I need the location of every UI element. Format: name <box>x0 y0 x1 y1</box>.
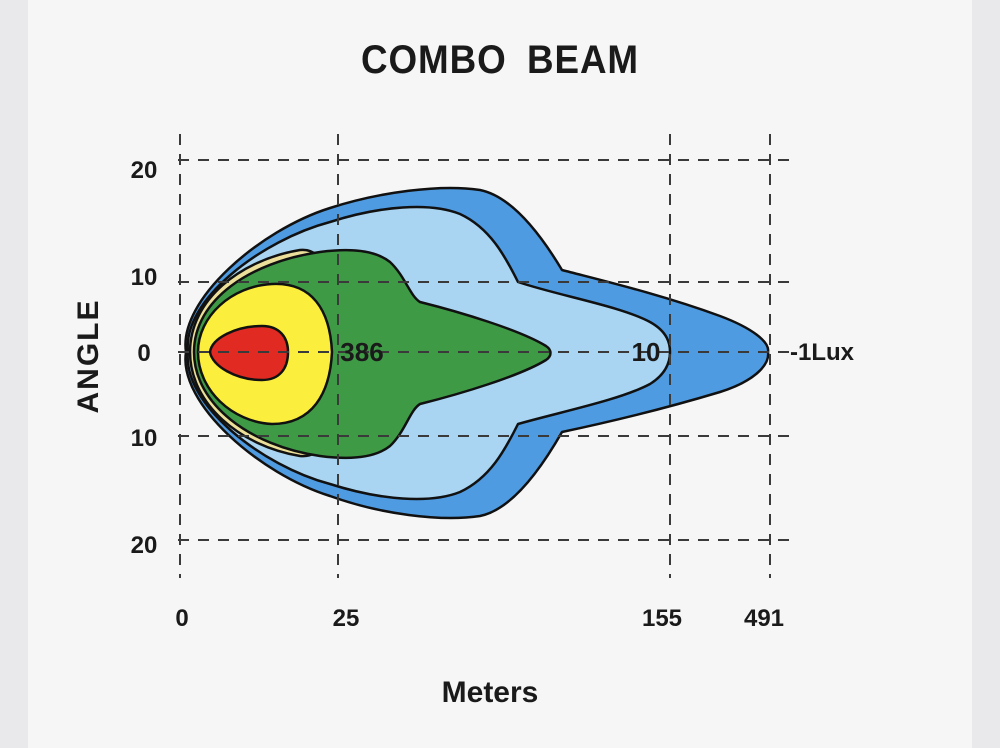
y-tick-0: 0 <box>137 340 150 367</box>
y-tick-20-bottom: 20 <box>131 532 158 559</box>
y-tick-10-bottom: 10 <box>131 425 158 452</box>
x-axis-label: Meters <box>442 676 539 709</box>
contour-label-1lux-text: 1Lux <box>798 339 855 366</box>
contour-label-10: 10 <box>632 337 661 367</box>
contour-label-386: 386 <box>340 337 383 367</box>
y-tick-10-top: 10 <box>131 264 158 291</box>
chart-title: COMBO BEAM <box>360 38 640 82</box>
y-axis-label: ANGLE <box>72 299 105 414</box>
y-tick-20-top: 20 <box>131 157 158 184</box>
contour-label-1lux: -1Lux <box>790 339 855 366</box>
x-tick-25: 25 <box>333 605 360 632</box>
x-tick-491: 491 <box>744 605 784 632</box>
grid <box>178 134 792 578</box>
x-tick-155: 155 <box>642 605 682 632</box>
x-tick-0: 0 <box>175 605 188 632</box>
